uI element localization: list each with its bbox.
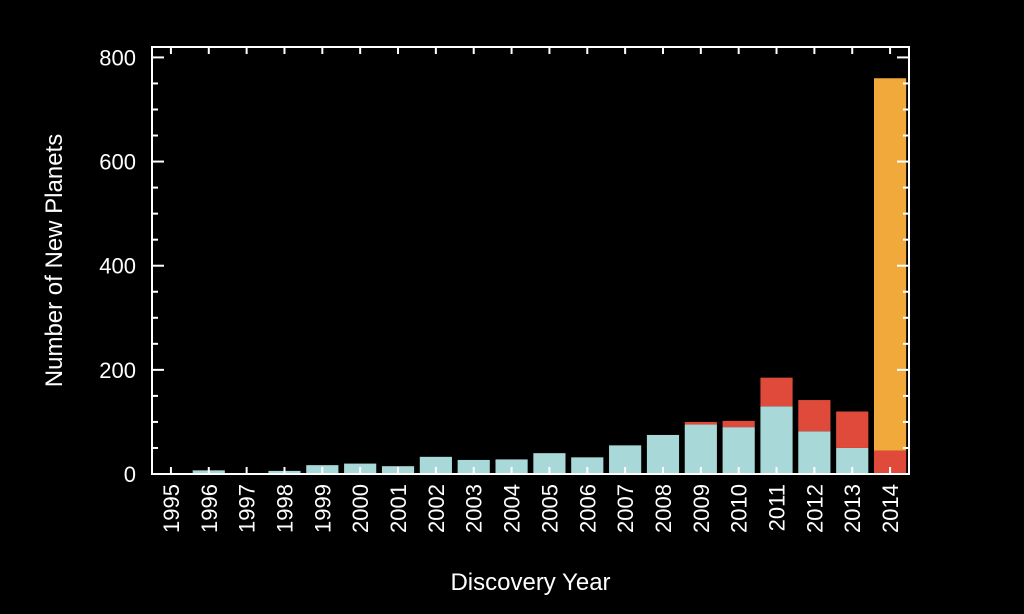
bar-2009-segment-1 bbox=[684, 424, 717, 474]
bar-2010-segment-2 bbox=[722, 420, 755, 428]
x-tick-label-2011: 2011 bbox=[765, 484, 790, 531]
bar-2010-segment-1 bbox=[722, 427, 755, 474]
y-tick-label-200: 200 bbox=[99, 358, 136, 383]
plot-frame bbox=[151, 46, 910, 475]
x-axis-title: Discovery Year bbox=[450, 569, 610, 596]
x-tick-label-2007: 2007 bbox=[613, 484, 638, 533]
x-tick-label-2010: 2010 bbox=[727, 484, 752, 533]
bar-2009-segment-2 bbox=[684, 421, 717, 425]
y-tick-label-600: 600 bbox=[99, 150, 136, 175]
x-tick-label-2005: 2005 bbox=[537, 484, 562, 533]
x-tick-label-2002: 2002 bbox=[424, 484, 449, 533]
x-tick-label-1999: 1999 bbox=[310, 484, 335, 533]
x-tick-label-2013: 2013 bbox=[840, 484, 865, 533]
x-tick-label-1995: 1995 bbox=[159, 484, 184, 533]
ticks-group bbox=[152, 47, 909, 475]
x-tick-label-1996: 1996 bbox=[197, 484, 222, 533]
x-tick-label-1997: 1997 bbox=[235, 484, 260, 533]
bar-2011-segment-2 bbox=[760, 377, 793, 407]
x-tick-label-2009: 2009 bbox=[689, 484, 714, 533]
y-tick-label-400: 400 bbox=[99, 254, 136, 279]
bar-2013-segment-2 bbox=[836, 411, 869, 448]
x-tick-label-2012: 2012 bbox=[802, 484, 827, 533]
bar-2012-segment-1 bbox=[798, 431, 831, 474]
x-tick-label-2006: 2006 bbox=[575, 484, 600, 533]
bar-2014-segment-3 bbox=[873, 78, 907, 451]
bar-2012-segment-2 bbox=[798, 400, 831, 432]
bar-2002-segment-1 bbox=[419, 456, 452, 474]
x-tick-label-2014: 2014 bbox=[878, 484, 903, 533]
y-tick-label-800: 800 bbox=[99, 45, 136, 70]
bar-2004-segment-1 bbox=[495, 459, 528, 474]
labels-group: 1995 1996 1997 1998 1999 2000 2001 2002 2003 2004… bbox=[99, 45, 903, 533]
y-tick-label-0: 0 bbox=[124, 462, 136, 487]
x-tick-label-1998: 1998 bbox=[272, 484, 297, 533]
x-tick-label-2003: 2003 bbox=[462, 484, 487, 533]
x-tick-label-2001: 2001 bbox=[386, 484, 411, 533]
x-tick-label-2008: 2008 bbox=[651, 484, 676, 533]
bar-2011-segment-1 bbox=[760, 406, 793, 474]
x-tick-label-2004: 2004 bbox=[500, 484, 525, 533]
bar-2014-segment-2 bbox=[873, 450, 907, 474]
y-axis-title: Number of New Planets bbox=[41, 134, 68, 387]
bars-group bbox=[154, 78, 907, 474]
x-tick-label-2000: 2000 bbox=[348, 484, 373, 533]
bar-2006-segment-1 bbox=[571, 457, 604, 474]
bar-2005-segment-1 bbox=[533, 453, 566, 474]
bar-2003-segment-1 bbox=[457, 459, 490, 474]
